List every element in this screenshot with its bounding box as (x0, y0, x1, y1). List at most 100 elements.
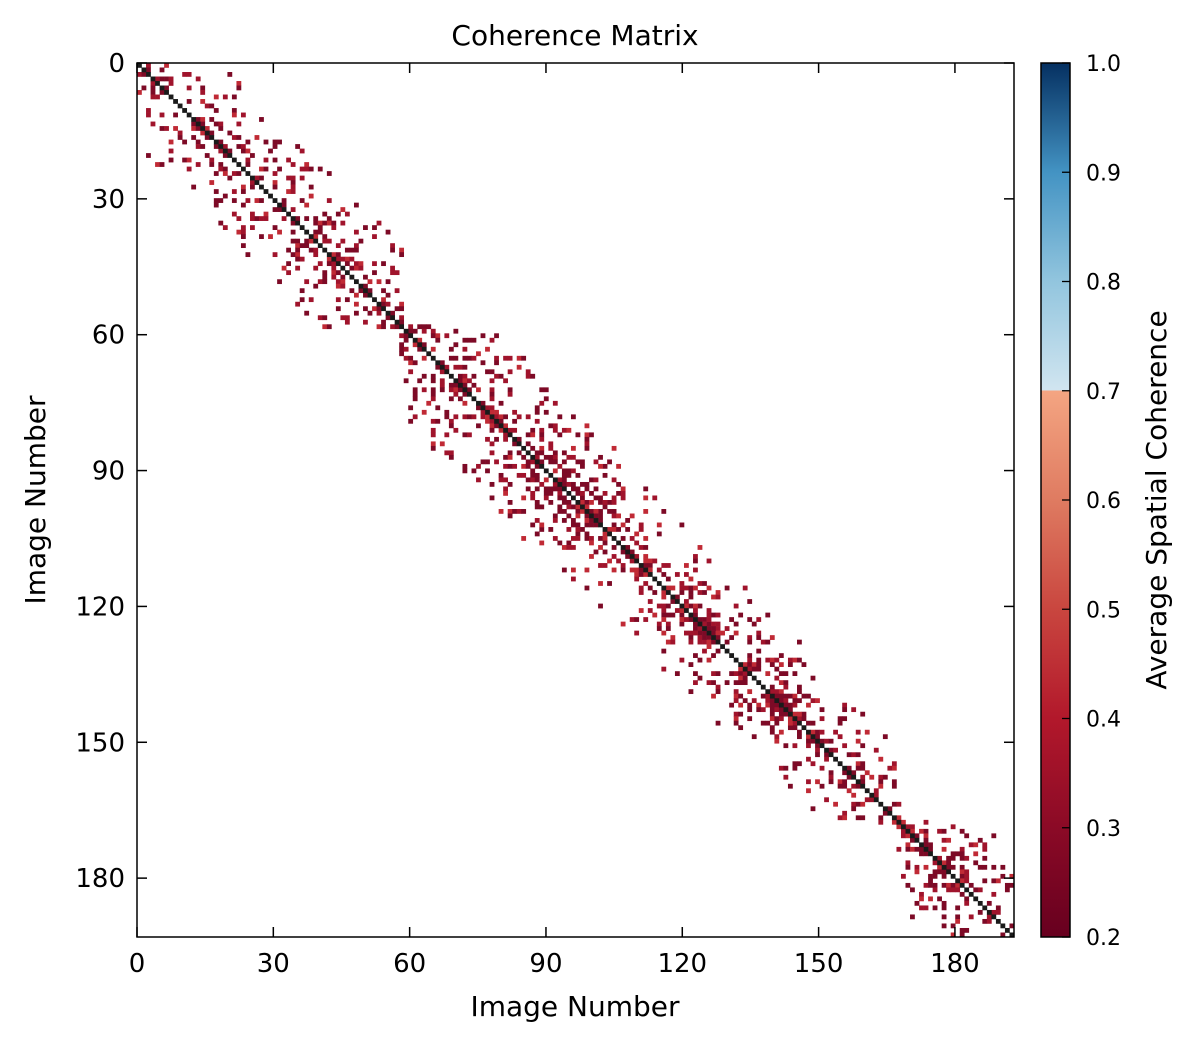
heatmap-cell (231, 108, 237, 113)
heatmap-cell (159, 112, 165, 118)
diagonal-cell (430, 355, 436, 361)
diagonal-cell (146, 72, 151, 77)
heatmap-cell (693, 671, 698, 677)
heatmap-cell (200, 144, 206, 149)
heatmap-cell (756, 630, 762, 636)
diagonal-cell (602, 527, 608, 532)
diagonal-cell (923, 846, 929, 852)
heatmap-cell (607, 581, 612, 586)
heatmap-cell (643, 545, 649, 550)
heatmap-cell (570, 486, 576, 492)
heatmap-cell (638, 567, 644, 573)
heatmap-cell (507, 513, 513, 519)
heatmap-cell (240, 112, 246, 118)
heatmap-cell (756, 635, 762, 640)
diagonal-cell (683, 608, 689, 613)
heatmap-cell (439, 441, 445, 447)
heatmap-cell (516, 472, 522, 478)
heatmap-cell (322, 274, 328, 280)
heatmap-cell (435, 418, 441, 424)
heatmap-cell (801, 662, 807, 667)
heatmap-cell (299, 166, 305, 172)
heatmap-cell (462, 373, 468, 379)
heatmap-cell (878, 779, 884, 785)
heatmap-cell (236, 216, 242, 221)
diagonal-cell (281, 207, 287, 212)
heatmap-cell (900, 873, 906, 879)
diagonal-cell (204, 130, 210, 136)
heatmap-cell (593, 522, 599, 528)
diagonal-cell (837, 761, 843, 767)
heatmap-cell (195, 126, 201, 131)
diagonal-cell (277, 202, 282, 208)
heatmap-cell (751, 698, 757, 704)
heatmap-cell (575, 536, 581, 541)
heatmap-cell (751, 734, 757, 740)
heatmap-cell (561, 450, 567, 456)
heatmap-cell (950, 923, 956, 929)
heatmap-cell (643, 486, 649, 492)
diagonal-cell (213, 139, 219, 145)
diagonal-cell (353, 279, 359, 285)
heatmap-cell (570, 414, 576, 420)
heatmap-cell (548, 459, 554, 465)
heatmap-cell (887, 806, 893, 812)
heatmap-cell (914, 900, 920, 906)
heatmap-cell (222, 94, 228, 100)
diagonal-cell (349, 274, 355, 280)
heatmap-cell (693, 626, 698, 631)
heatmap-cell (846, 788, 852, 794)
diagonal-cell (702, 626, 707, 631)
heatmap-cell (290, 180, 296, 185)
heatmap-cell (552, 513, 558, 519)
heatmap-cell (783, 702, 789, 708)
diagonal-cell (552, 477, 558, 483)
heatmap-cell (344, 319, 350, 325)
heatmap-cell (376, 310, 382, 316)
heatmap-cell (353, 310, 359, 316)
colorbar-tick-label: 0.3 (1086, 817, 1121, 842)
heatmap-cell (575, 504, 581, 510)
heatmap-cell (304, 162, 310, 167)
heatmap-cell (344, 297, 350, 303)
heatmap-cell (842, 815, 848, 821)
heatmap-cell (159, 67, 165, 73)
heatmap-cell (778, 729, 784, 735)
heatmap-cell (322, 270, 328, 276)
heatmap-cell (702, 635, 707, 640)
heatmap-cell (335, 270, 341, 276)
heatmap-cell (774, 675, 780, 681)
diagonal-cell (806, 729, 811, 735)
heatmap-cell (923, 864, 929, 870)
heatmap-cell (516, 436, 522, 442)
heatmap-cell (774, 738, 780, 744)
heatmap-cell (557, 509, 563, 514)
diagonal-cell (652, 576, 658, 582)
heatmap-cell (715, 689, 721, 695)
heatmap-cell (471, 355, 477, 361)
heatmap-cell (747, 653, 753, 658)
diagonal-cell (503, 427, 508, 433)
heatmap-cell (340, 279, 346, 285)
diagonal-cell (367, 292, 373, 298)
heatmap-cell (815, 729, 820, 735)
heatmap-cell (873, 747, 879, 753)
heatmap-cell (787, 707, 793, 713)
heatmap-cell (923, 833, 929, 839)
heatmap-cell (693, 603, 698, 609)
heatmap-cell (200, 117, 206, 122)
heatmap-cell (928, 873, 933, 879)
diagonal-cell (195, 121, 201, 127)
heatmap-cell (711, 630, 716, 636)
heatmap-cell (335, 306, 341, 312)
heatmap-cell (946, 887, 952, 893)
heatmap-cell (489, 337, 495, 343)
heatmap-cell (498, 427, 504, 433)
heatmap-cell (620, 495, 626, 501)
diagonal-cell (833, 756, 838, 762)
heatmap-cell (602, 536, 608, 541)
heatmap-cell (828, 738, 834, 744)
heatmap-cell (494, 436, 499, 442)
heatmap-cell (539, 432, 545, 438)
heatmap-cell (534, 500, 540, 505)
